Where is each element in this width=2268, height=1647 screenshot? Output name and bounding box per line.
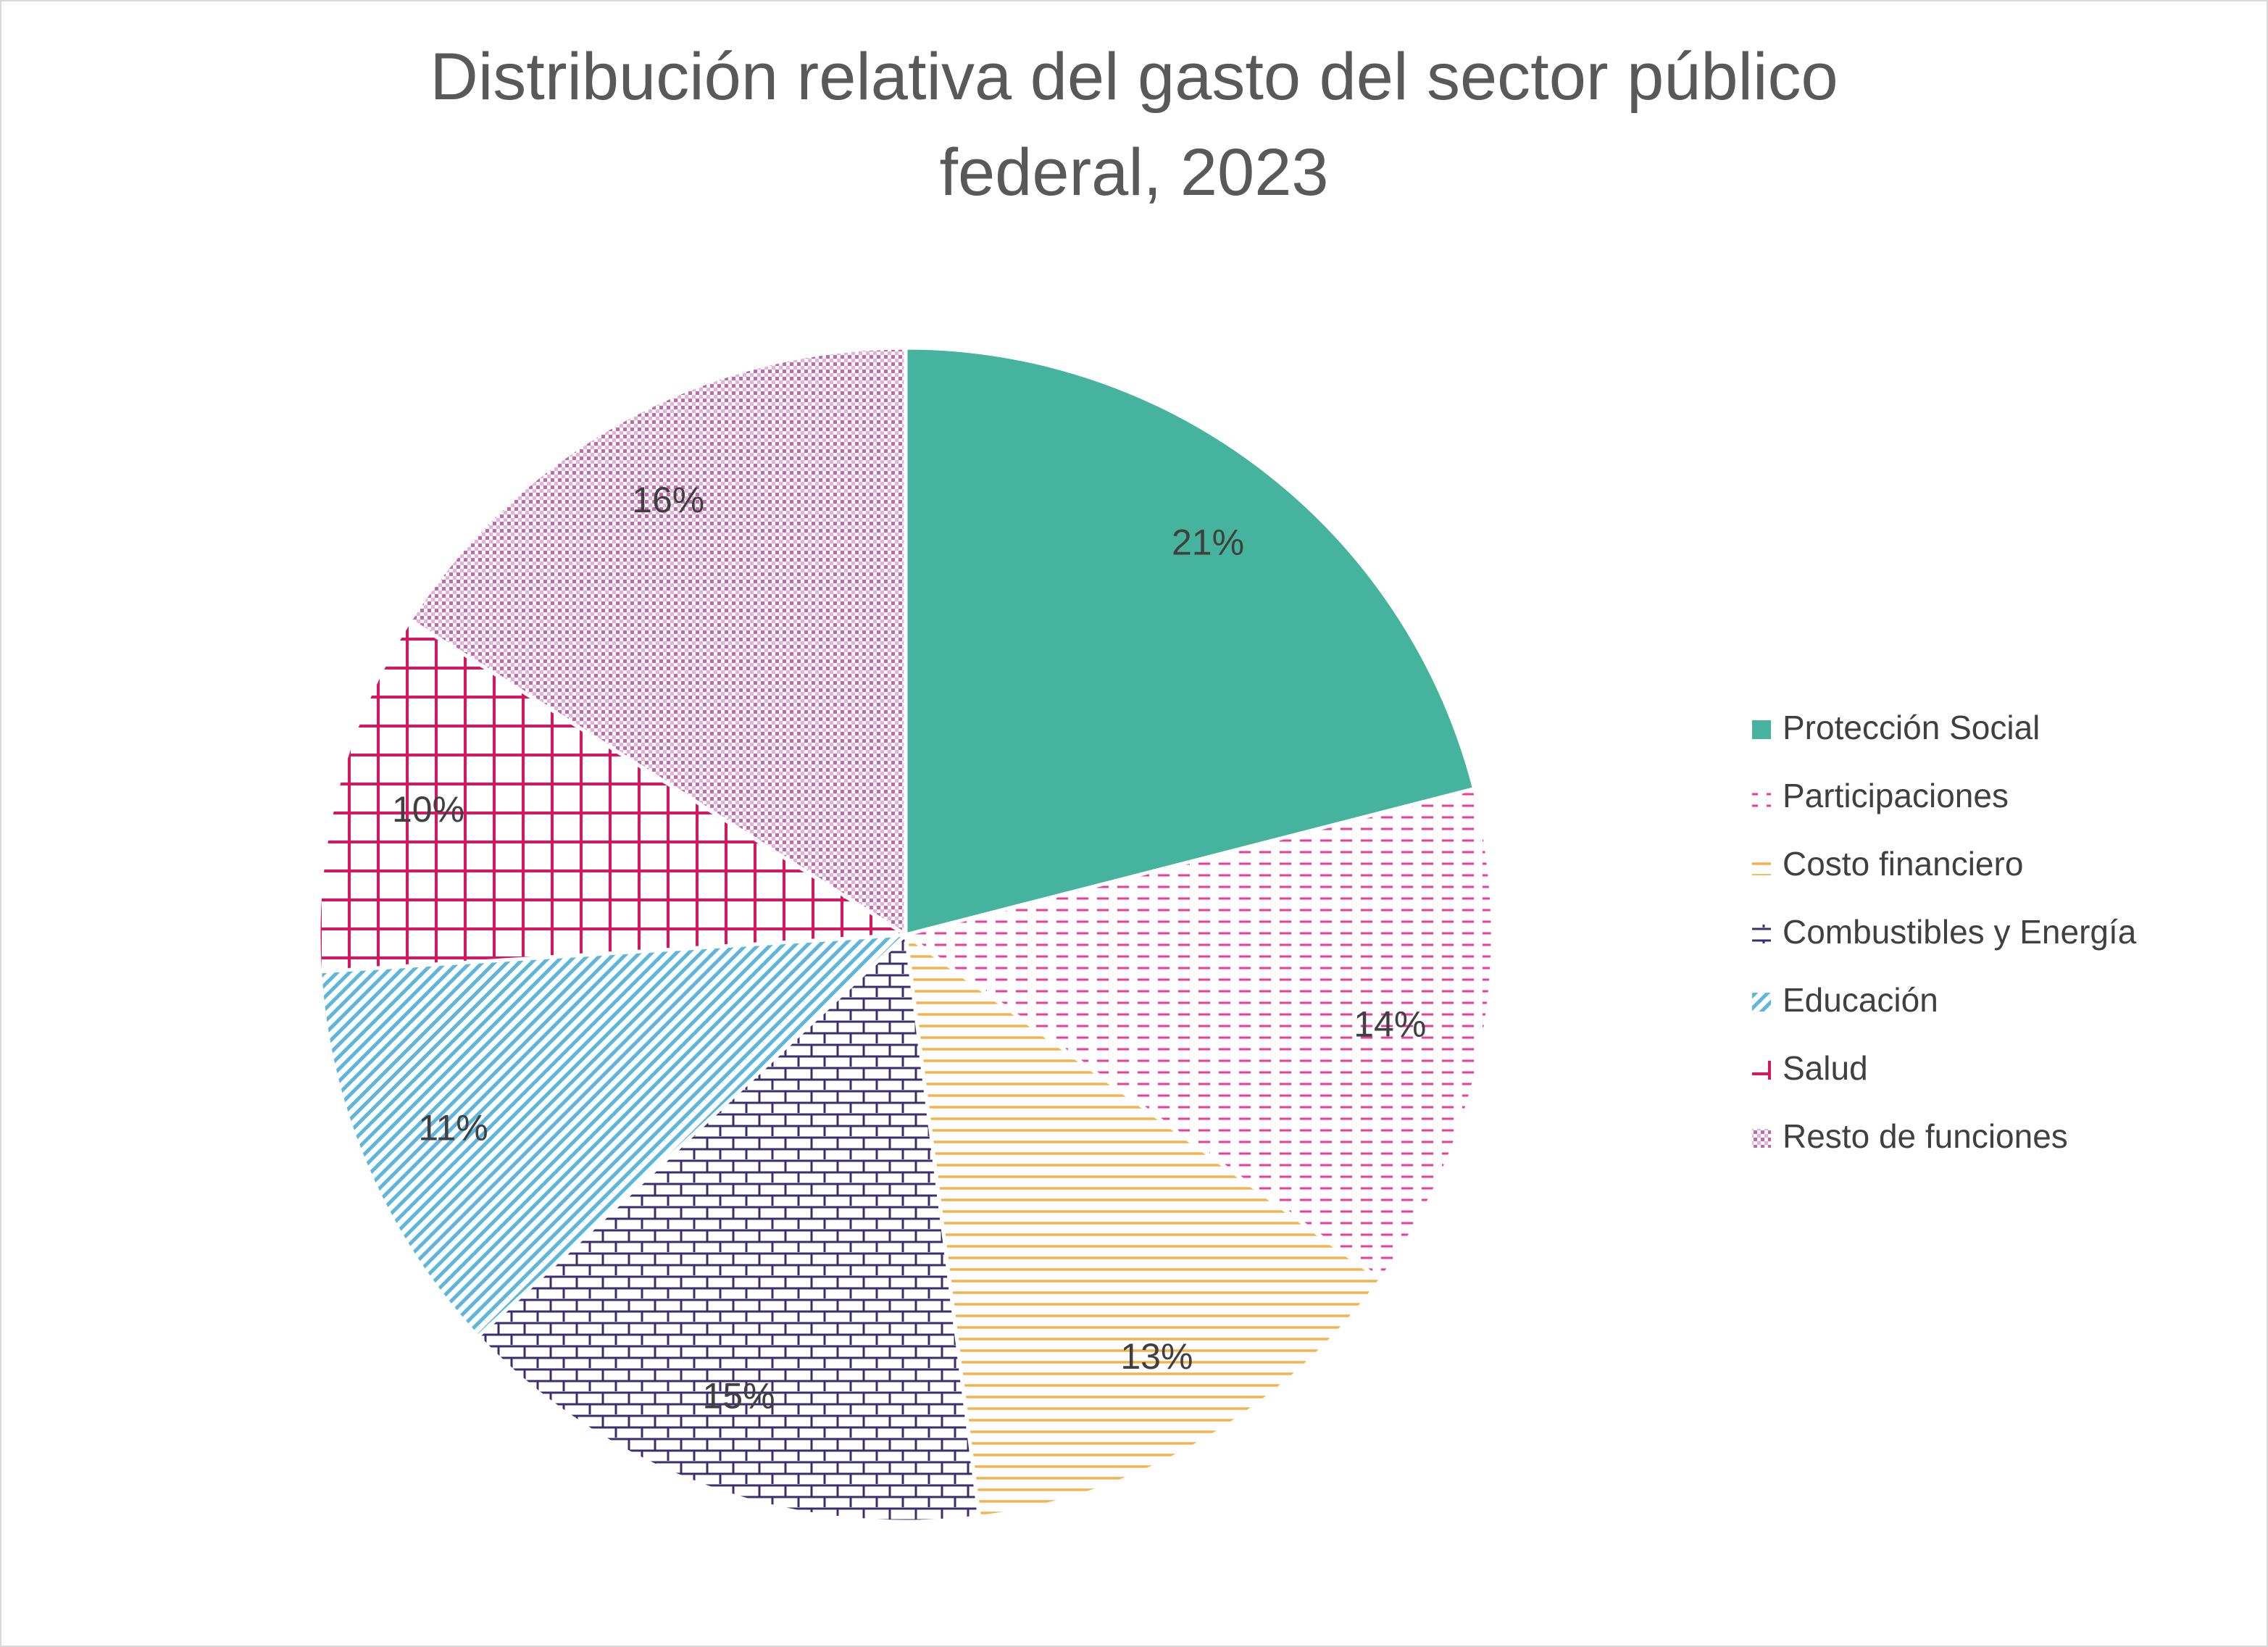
legend-label-participaciones: Participaciones [1783, 777, 2009, 814]
pie-slice-resto-de-funciones [407, 346, 908, 938]
chart-title-line-2: federal, 2023 [939, 135, 1329, 209]
legend-swatch-resto-de-funciones [1752, 1129, 1771, 1148]
legend-swatch-salud [1752, 1061, 1771, 1080]
legend-label-resto-de-funciones: Resto de funciones [1783, 1117, 2068, 1155]
legend-swatch-proteccion-social [1752, 720, 1771, 739]
legend-label-educacion: Educación [1783, 981, 1938, 1019]
legend-swatch-costo-financiero [1752, 856, 1771, 875]
legend-swatch-participaciones [1752, 788, 1771, 807]
data-label-proteccion-social: 21% [1172, 522, 1244, 563]
data-label-participaciones: 14% [1354, 1004, 1426, 1045]
pie-slice-proteccion-social [904, 346, 1477, 938]
data-label-salud: 10% [392, 789, 464, 830]
legend-swatch-combustibles-y-energia [1752, 925, 1771, 943]
data-label-combustibles-y-energia: 15% [702, 1375, 775, 1416]
pie-slice-costo-financiero [903, 930, 1383, 1519]
data-label-costo-financiero: 13% [1120, 1336, 1193, 1377]
pie-slice-participaciones [901, 786, 1495, 1283]
pie-slice-combustibles-y-energia [475, 930, 982, 1524]
pie-slice-salud [317, 617, 912, 974]
legend-swatch-educacion [1752, 993, 1771, 1012]
chart-title-line-1: Distribución relativa del gasto del sect… [430, 40, 1838, 114]
legend: Protección Social Participaciones Costo fi… [1752, 709, 2137, 1155]
data-label-resto-de-funciones: 16% [632, 480, 704, 520]
legend-label-proteccion-social: Protección Social [1783, 709, 2040, 746]
chart-title: Distribución relativa del gasto del sect… [0, 29, 2268, 220]
pie-slice-educacion [317, 933, 911, 1340]
data-label-educacion: 11% [418, 1107, 488, 1148]
legend-label-salud: Salud [1783, 1049, 1868, 1087]
legend-label-costo-financiero: Costo financiero [1783, 845, 2023, 883]
legend-label-combustibles-y-energia: Combustibles y Energía [1783, 913, 2137, 951]
